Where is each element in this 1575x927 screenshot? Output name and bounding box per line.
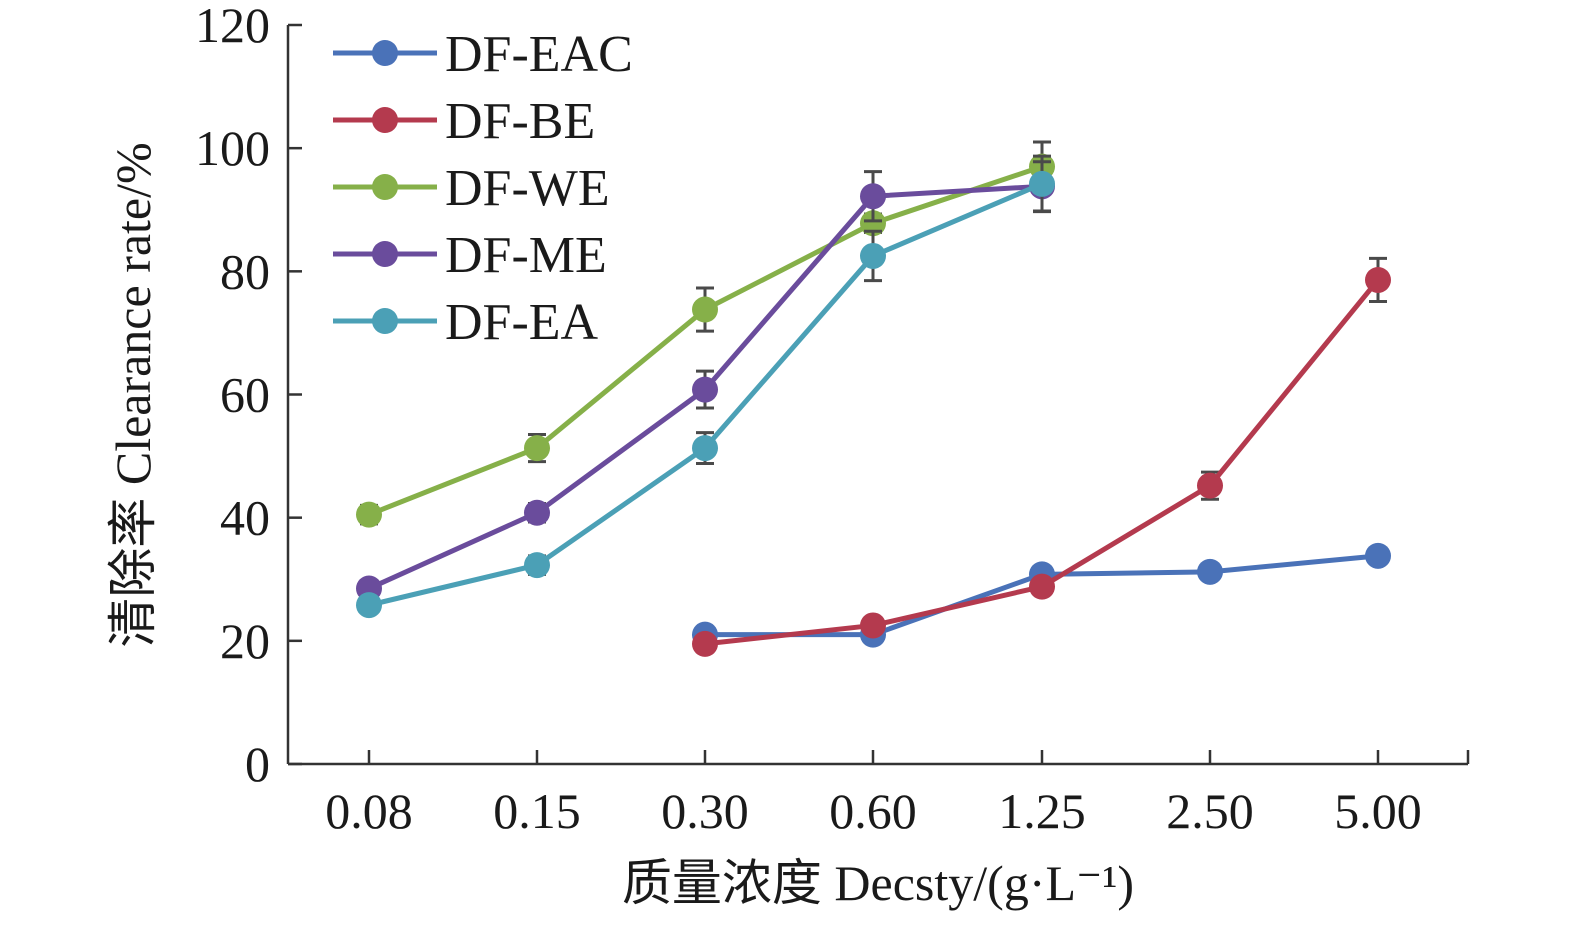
y-ticks: 0 20 40 60 80 100 120 xyxy=(195,0,302,792)
data-point xyxy=(1029,170,1055,197)
data-point xyxy=(692,376,718,403)
legend-marker xyxy=(372,40,398,66)
x-tick-label: 0.60 xyxy=(829,783,917,839)
data-point xyxy=(524,499,550,526)
x-axis-title: 质量浓度 Decsty/(g·L⁻¹) xyxy=(622,855,1134,911)
x-tick-label: 0.08 xyxy=(325,783,413,839)
series-df-ea xyxy=(356,154,1055,619)
data-point xyxy=(860,210,886,237)
y-tick-label: 80 xyxy=(220,243,270,299)
data-point xyxy=(860,242,886,269)
legend-label: DF-ME xyxy=(445,227,607,284)
data-point xyxy=(1197,558,1223,585)
x-tick-label: 0.15 xyxy=(493,783,581,839)
data-point xyxy=(1365,266,1391,293)
data-point xyxy=(524,435,550,462)
y-tick-label: 60 xyxy=(220,367,270,423)
legend-item: DF-EAC xyxy=(333,26,633,83)
legend-marker xyxy=(372,174,398,200)
y-tick-label: 40 xyxy=(220,490,270,546)
data-point xyxy=(860,612,886,639)
legend-marker xyxy=(372,308,398,334)
y-tick-label: 0 xyxy=(245,736,270,792)
data-point xyxy=(692,630,718,657)
x-ticks: 0.08 0.15 0.30 0.60 1.25 2.50 5.00 xyxy=(325,750,1470,839)
data-point xyxy=(356,592,382,619)
y-axis-title: 清除率 Clearance rate/% xyxy=(105,142,161,647)
legend-item: DF-BE xyxy=(333,93,595,150)
legend-label: DF-EAC xyxy=(445,26,633,83)
legend-item: DF-WE xyxy=(333,160,610,217)
series-df-we xyxy=(356,140,1055,528)
x-tick-label: 5.00 xyxy=(1334,783,1422,839)
legend-label: DF-EA xyxy=(445,294,599,351)
series-layer xyxy=(356,140,1391,657)
y-tick-label: 100 xyxy=(195,120,270,176)
legend-label: DF-WE xyxy=(445,160,610,217)
legend-marker xyxy=(372,241,398,267)
data-point xyxy=(692,435,718,462)
data-point xyxy=(1365,542,1391,569)
legend-item: DF-ME xyxy=(333,227,607,284)
data-point xyxy=(692,296,718,323)
x-tick-label: 0.30 xyxy=(661,783,749,839)
legend-marker xyxy=(372,107,398,133)
data-point xyxy=(1197,472,1223,499)
legend: DF-EAC DF-BE DF-WE DF-ME DF-EA xyxy=(333,26,633,351)
y-tick-label: 20 xyxy=(220,613,270,669)
data-point xyxy=(860,183,886,210)
x-tick-label: 1.25 xyxy=(998,783,1086,839)
legend-item: DF-EA xyxy=(333,294,599,351)
series-df-be xyxy=(692,256,1391,657)
data-point xyxy=(356,501,382,528)
legend-label: DF-BE xyxy=(445,93,595,150)
y-tick-label: 120 xyxy=(195,0,270,53)
data-point xyxy=(1029,573,1055,600)
series-df-me xyxy=(356,160,1055,602)
x-tick-label: 2.50 xyxy=(1166,783,1254,839)
data-point xyxy=(524,552,550,579)
